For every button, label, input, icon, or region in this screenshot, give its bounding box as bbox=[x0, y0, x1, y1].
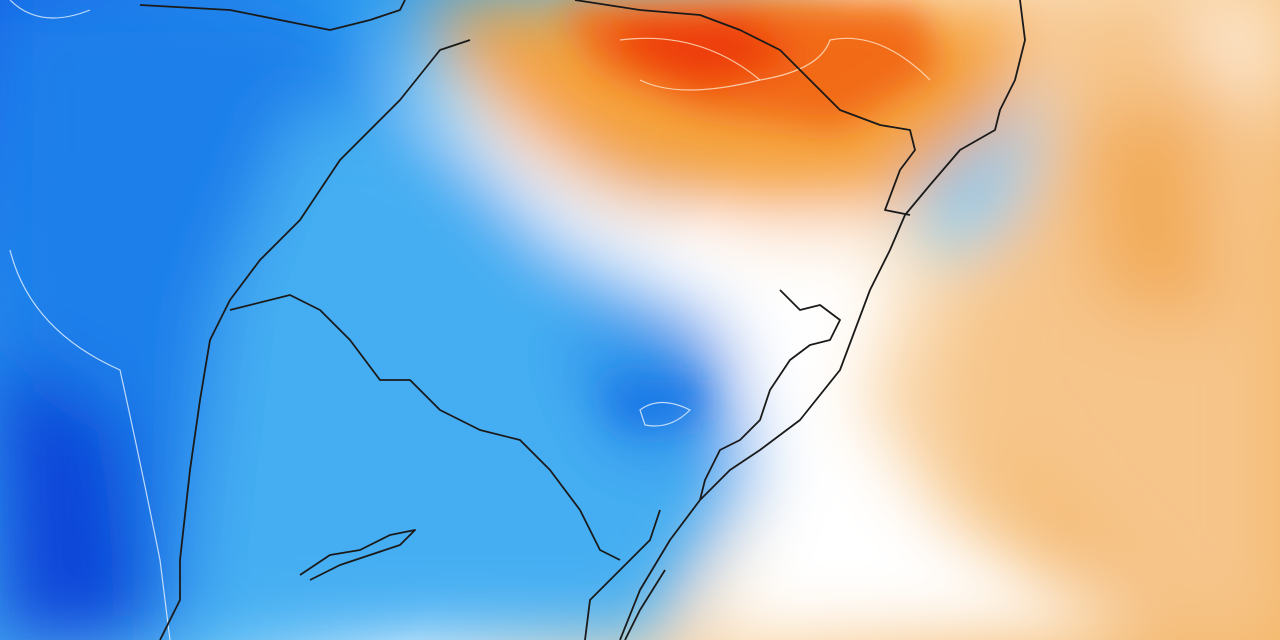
pale-corner bbox=[1180, 0, 1280, 120]
border bbox=[574, 0, 916, 216]
reservoir bbox=[299, 529, 416, 581]
lagoon bbox=[699, 289, 841, 501]
contour bbox=[9, 0, 91, 19]
mid-blue-zone bbox=[180, 100, 760, 640]
contour bbox=[639, 401, 692, 427]
red-zone bbox=[610, 10, 800, 90]
white-band bbox=[400, 40, 1150, 640]
border bbox=[229, 294, 621, 561]
hot-core bbox=[560, 0, 940, 430]
lagoon bbox=[584, 509, 666, 640]
orange-patch bbox=[1080, 100, 1220, 320]
border bbox=[139, 0, 406, 31]
contour bbox=[9, 249, 171, 640]
contours bbox=[9, 0, 931, 640]
borders bbox=[139, 0, 1026, 640]
deep-blue-zone bbox=[0, 350, 150, 640]
border bbox=[159, 39, 471, 640]
